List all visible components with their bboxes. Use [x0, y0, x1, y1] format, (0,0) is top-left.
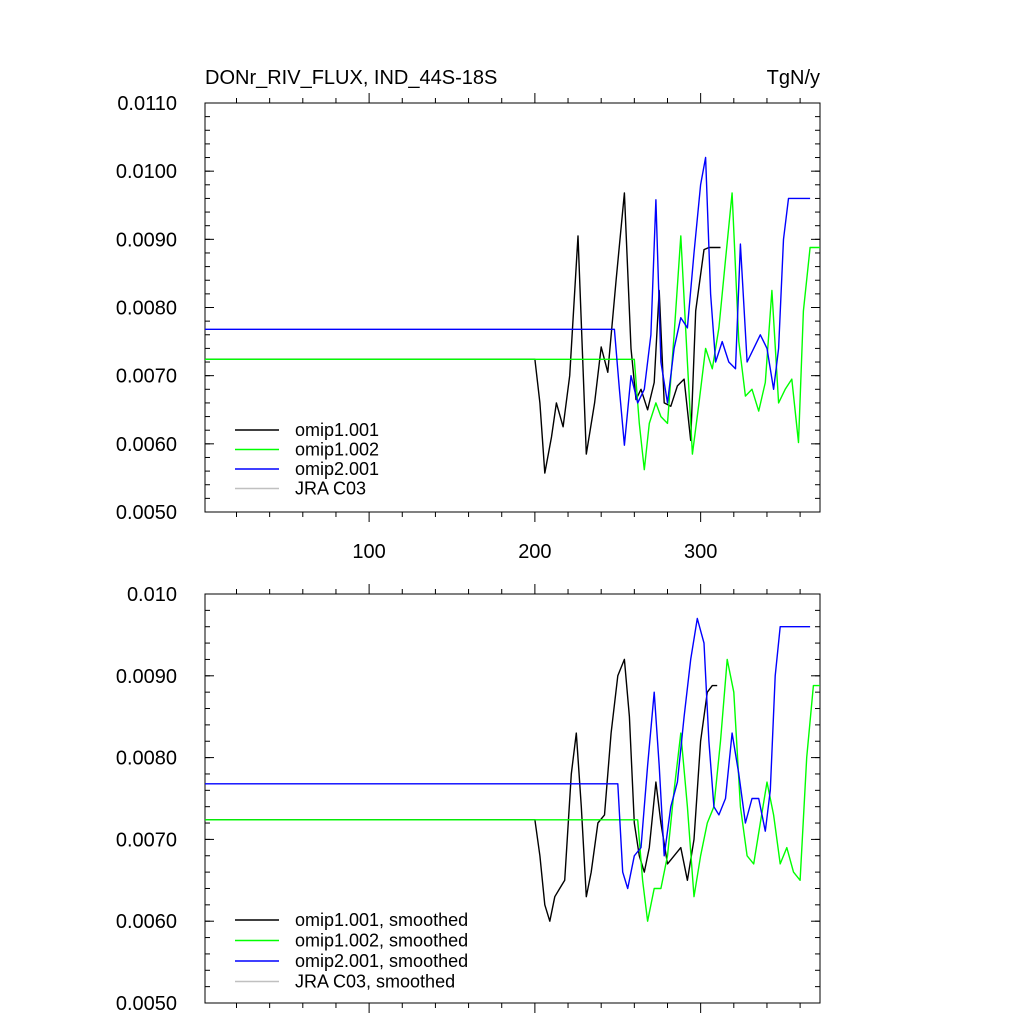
y-tick-label: 0.0050 [116, 502, 177, 524]
x-tick-label: 100 [352, 541, 385, 563]
y-tick-label: 0.010 [127, 584, 177, 606]
x-tick-label: 200 [518, 541, 551, 563]
series-line-1 [205, 192, 820, 471]
figure-title: DONr_RIV_FLUX, IND_44S-18S [205, 67, 497, 89]
top-panel: 0.0050 0.0060 0.0070 0.0080 0.0090 0.0100 0.01… [116, 93, 821, 563]
y-tick-label: 0.0060 [116, 434, 177, 456]
legend-label: omip2.001, smoothed [295, 951, 468, 971]
legend-label: omip1.002, smoothed [295, 931, 468, 951]
legend-label: omip2.001 [295, 459, 379, 479]
y-tick-label: 0.0110 [117, 93, 177, 115]
legend-label: omip1.001, smoothed [295, 910, 468, 930]
legend-label: omip1.001 [295, 420, 379, 440]
plot-frame [204, 593, 821, 1004]
y-tick-label: 0.0070 [116, 366, 177, 388]
y-tick-label: 0.0050 [116, 993, 177, 1015]
x-tick-label: 300 [684, 541, 717, 563]
y-tick-label: 0.0090 [116, 229, 177, 251]
y-tick-label: 0.0100 [116, 161, 177, 183]
series-line-2 [205, 617, 811, 890]
series-line-2 [205, 156, 811, 446]
series-line-0 [205, 192, 721, 474]
y-tick-label: 0.0080 [116, 298, 177, 320]
y-tick-label: 0.0080 [116, 748, 177, 770]
legend-label: JRA C03, smoothed [295, 972, 455, 992]
bottom-panel: 0.0050 0.0060 0.0070 0.0080 0.0090 0.010 omip1… [116, 584, 821, 1015]
y-tick-label: 0.0070 [116, 829, 177, 851]
series-line-0 [205, 658, 718, 922]
y-tick-label: 0.0060 [116, 911, 177, 933]
legend-label: omip1.002 [295, 440, 379, 460]
y-tick-label: 0.0090 [116, 666, 177, 688]
series-line-1 [205, 658, 820, 922]
legend-label: JRA C03 [295, 479, 366, 499]
units-label: TgN/y [767, 67, 820, 89]
